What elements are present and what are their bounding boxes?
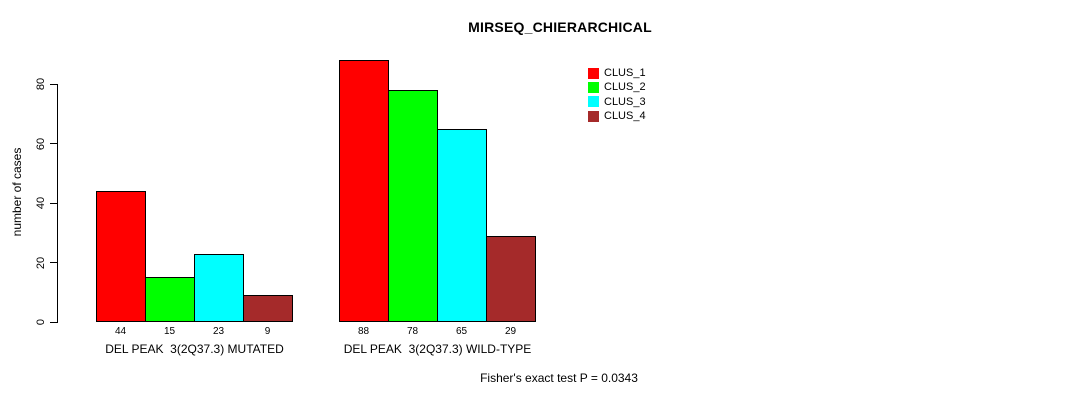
legend-item: CLUS_3	[588, 96, 646, 108]
legend-label: CLUS_3	[604, 95, 646, 108]
y-tick-label: 0	[35, 318, 47, 326]
x-group-label: DEL PEAK 3(2Q37.3) WILD-TYPE	[343, 342, 532, 356]
y-tick-mark	[50, 83, 57, 85]
bar-value-label: 65	[455, 326, 468, 337]
bar-clus_3-group1	[194, 254, 244, 322]
legend-item: CLUS_4	[588, 110, 646, 122]
bar-clus_4-group1	[243, 295, 293, 322]
y-tick-label: 80	[35, 77, 47, 91]
bar-clus_3-group2	[437, 129, 487, 322]
y-axis-label: number of cases	[10, 147, 24, 237]
bar-value-label: 88	[357, 326, 370, 337]
legend-swatch-clus_2	[588, 81, 599, 93]
y-tick-label: 40	[35, 196, 47, 210]
y-tick-mark	[50, 202, 57, 204]
legend-swatch-clus_1	[588, 67, 599, 79]
bar-clus_1-group1	[96, 191, 146, 322]
bar-value-label: 78	[406, 326, 419, 337]
y-tick-label: 20	[35, 256, 47, 269]
legend-label: CLUS_4	[604, 110, 646, 123]
bar-value-label: 15	[163, 326, 176, 337]
bar-value-label: 44	[114, 326, 127, 337]
legend-label: CLUS_1	[604, 67, 646, 79]
bar-clus_1-group2	[339, 60, 389, 322]
legend-swatch-clus_3	[588, 96, 599, 108]
bar-clus_4-group2	[486, 236, 536, 322]
bar-clus_2-group1	[145, 277, 195, 322]
bar-value-label: 23	[212, 326, 225, 337]
bar-clus_2-group2	[388, 90, 438, 322]
y-tick-label: 60	[35, 137, 47, 150]
footer-annotation: Fisher's exact test P = 0.0343	[480, 371, 638, 385]
y-tick-mark	[50, 262, 57, 263]
y-axis-line	[57, 84, 58, 323]
legend-item: CLUS_1	[588, 67, 646, 79]
legend-label: CLUS_2	[604, 81, 646, 94]
bar-value-label: 9	[264, 326, 271, 337]
y-tick-mark	[50, 321, 57, 323]
legend-item: CLUS_2	[588, 81, 646, 93]
x-group-label: DEL PEAK 3(2Q37.3) MUTATED	[105, 342, 284, 356]
y-tick-mark	[50, 143, 57, 144]
bar-value-label: 29	[504, 326, 517, 337]
legend-swatch-clus_4	[588, 110, 599, 122]
chart-title: MIRSEQ_CHIERARCHICAL	[468, 19, 652, 35]
